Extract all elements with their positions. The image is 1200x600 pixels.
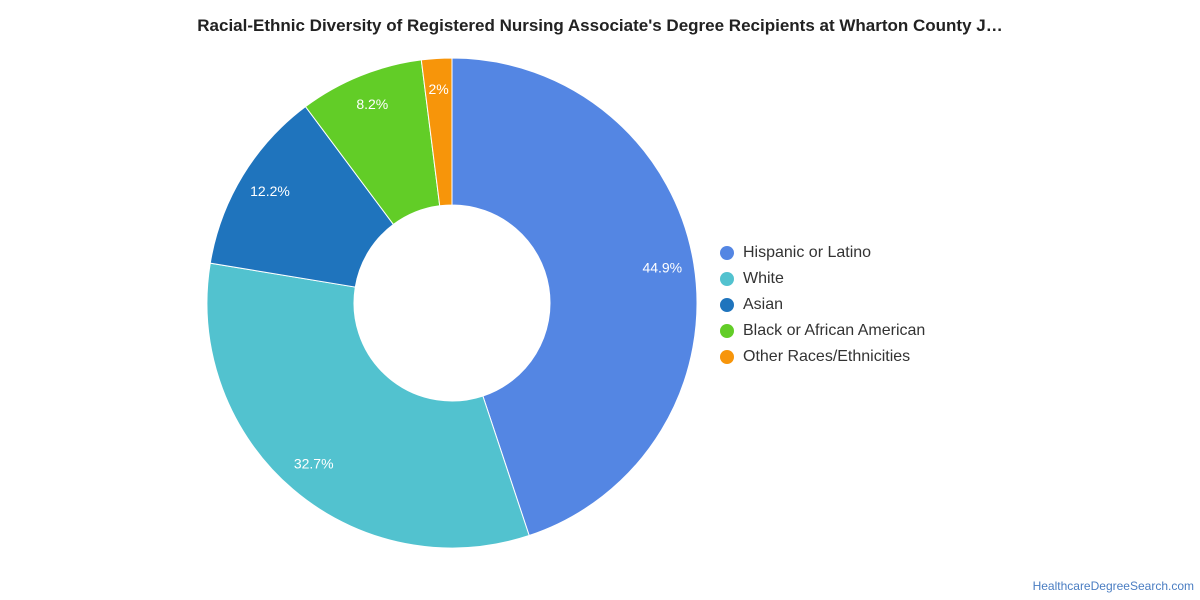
chart-title: Racial-Ethnic Diversity of Registered Nu…: [197, 16, 1003, 35]
legend-swatch-icon: [720, 324, 734, 338]
legend-item-2[interactable]: Asian: [720, 292, 925, 318]
legend-swatch-icon: [720, 272, 734, 286]
slice-data-label-1: 32.7%: [294, 456, 334, 472]
legend-swatch-icon: [720, 246, 734, 260]
pie-slice-4[interactable]: [420, 57, 453, 207]
legend-label: Hispanic or Latino: [743, 244, 872, 261]
legend-label: Asian: [743, 296, 784, 313]
pie-slice-1[interactable]: [206, 262, 530, 549]
slice-data-label-0: 44.9%: [642, 260, 682, 276]
slice-data-label-4: 2%: [428, 81, 448, 97]
pie-slice-0[interactable]: [451, 57, 698, 537]
chart-legend: Hispanic or Latino White Asian Black or Afr…: [720, 240, 925, 370]
pie-slice-2[interactable]: [209, 105, 395, 288]
legend-label: Black or African American: [743, 322, 926, 339]
source-watermark[interactable]: HealthcareDegreeSearch.com: [1032, 579, 1194, 593]
legend-label: White: [743, 270, 784, 287]
slice-data-label-2: 12.2%: [250, 183, 290, 199]
legend-swatch-icon: [720, 350, 734, 364]
legend-label: Other Races/Ethnicities: [743, 348, 911, 365]
legend-item-1[interactable]: White: [720, 266, 925, 292]
legend-item-3[interactable]: Black or African American: [720, 318, 925, 344]
slice-data-label-3: 8.2%: [356, 96, 388, 112]
legend-item-0[interactable]: Hispanic or Latino: [720, 240, 925, 266]
legend-item-4[interactable]: Other Races/Ethnicities: [720, 344, 925, 370]
legend-swatch-icon: [720, 298, 734, 312]
